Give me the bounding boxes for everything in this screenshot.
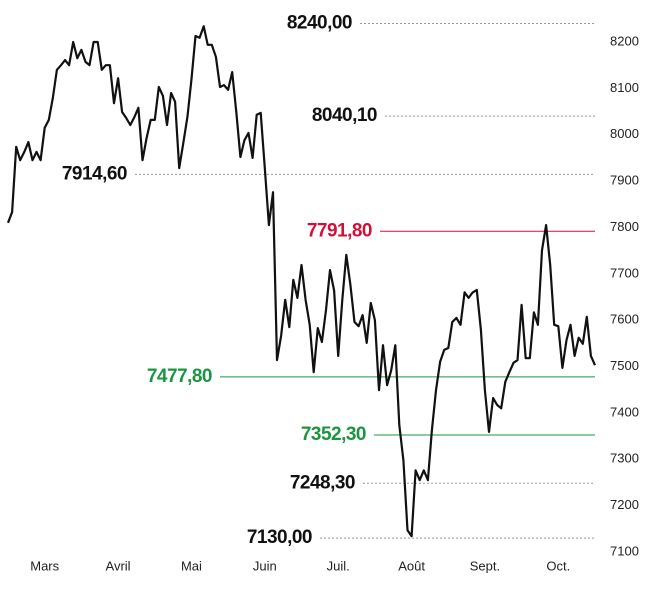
- y-tick-label: 8100: [610, 80, 639, 95]
- y-tick-label: 7900: [610, 173, 639, 188]
- y-tick-label: 7800: [610, 219, 639, 234]
- y-tick-label: 7300: [610, 451, 639, 466]
- y-tick-label: 7500: [610, 358, 639, 373]
- level-label: 7791,80: [307, 220, 372, 241]
- x-tick-label: Oct.: [546, 558, 570, 573]
- level-label: 7130,00: [247, 527, 312, 548]
- x-tick-label: Avril: [106, 558, 131, 573]
- level-label: 8240,00: [287, 12, 352, 33]
- x-tick-label: Sept.: [470, 558, 500, 573]
- level-label: 8040,10: [312, 105, 377, 126]
- level-label: 7248,30: [290, 472, 355, 493]
- level-label: 7477,80: [147, 366, 212, 387]
- y-tick-label: 8200: [610, 33, 639, 48]
- y-tick-label: 7400: [610, 404, 639, 419]
- level-label: 7914,60: [62, 163, 127, 184]
- y-tick-label: 7100: [610, 543, 639, 558]
- y-tick-label: 8000: [610, 126, 639, 141]
- x-tick-label: Juin: [253, 558, 277, 573]
- x-tick-label: Mars: [30, 558, 59, 573]
- level-label: 7352,30: [301, 424, 366, 445]
- y-tick-label: 7700: [610, 265, 639, 280]
- x-tick-label: Juil.: [327, 558, 350, 573]
- x-tick-label: Août: [398, 558, 425, 573]
- line: [6, 25, 597, 538]
- y-tick-label: 7600: [610, 312, 639, 327]
- x-tick-label: Mai: [181, 558, 202, 573]
- y-tick-label: 7200: [610, 497, 639, 512]
